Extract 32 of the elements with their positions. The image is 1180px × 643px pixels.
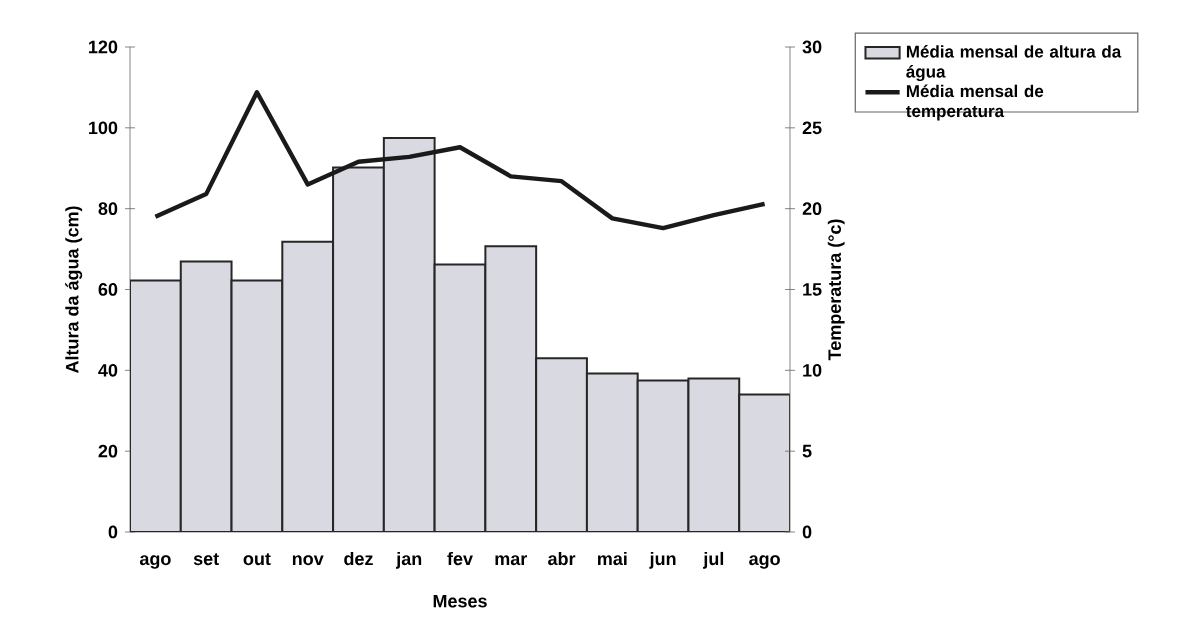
x-axis-title: Meses [433, 594, 487, 608]
y2-tick-label: 25 [802, 121, 822, 135]
y-tick-label: 80 [98, 202, 118, 216]
y2-tick-label: 30 [802, 40, 822, 54]
x-tick-label: dez [344, 551, 373, 566]
x-tick-label: ago [749, 555, 780, 569]
y-axis-title: Altura da água (cm) [65, 206, 83, 374]
y2-tick-label: 10 [803, 363, 822, 377]
x-tick-label: abr [548, 551, 576, 566]
y-tick-label: 60 [98, 283, 118, 296]
x-tick-label: mai [597, 551, 627, 566]
y-tick-label: 40 [98, 363, 118, 377]
legend-label: Média mensal de altura da água [906, 45, 1122, 82]
y2-tick-label: 20 [802, 202, 822, 216]
x-tick-label: fev [447, 551, 473, 566]
y2-tick-label: 0 [802, 525, 812, 539]
x-tick-label: set [193, 553, 219, 566]
legend-label: Média mensal de temperatura [906, 84, 1044, 121]
x-tick-label: jul [703, 551, 724, 569]
x-tick-label: jan [395, 551, 422, 569]
y2-tick-label: 15 [803, 283, 822, 296]
x-tick-label: mar [495, 555, 528, 566]
y2-tick-label: 5 [802, 444, 812, 458]
x-tick-label: nov [292, 555, 324, 566]
x-tick-label: jun [649, 551, 676, 569]
y-tick-label: 100 [89, 121, 118, 135]
x-tick-label: ago [139, 555, 171, 569]
y-tick-label: 0 [108, 525, 118, 539]
y2-axis-title: Temperatura (°c) [827, 219, 845, 361]
y-tick-label: 120 [89, 40, 118, 54]
x-tick-label: out [243, 553, 271, 566]
y-tick-label: 20 [98, 444, 118, 458]
